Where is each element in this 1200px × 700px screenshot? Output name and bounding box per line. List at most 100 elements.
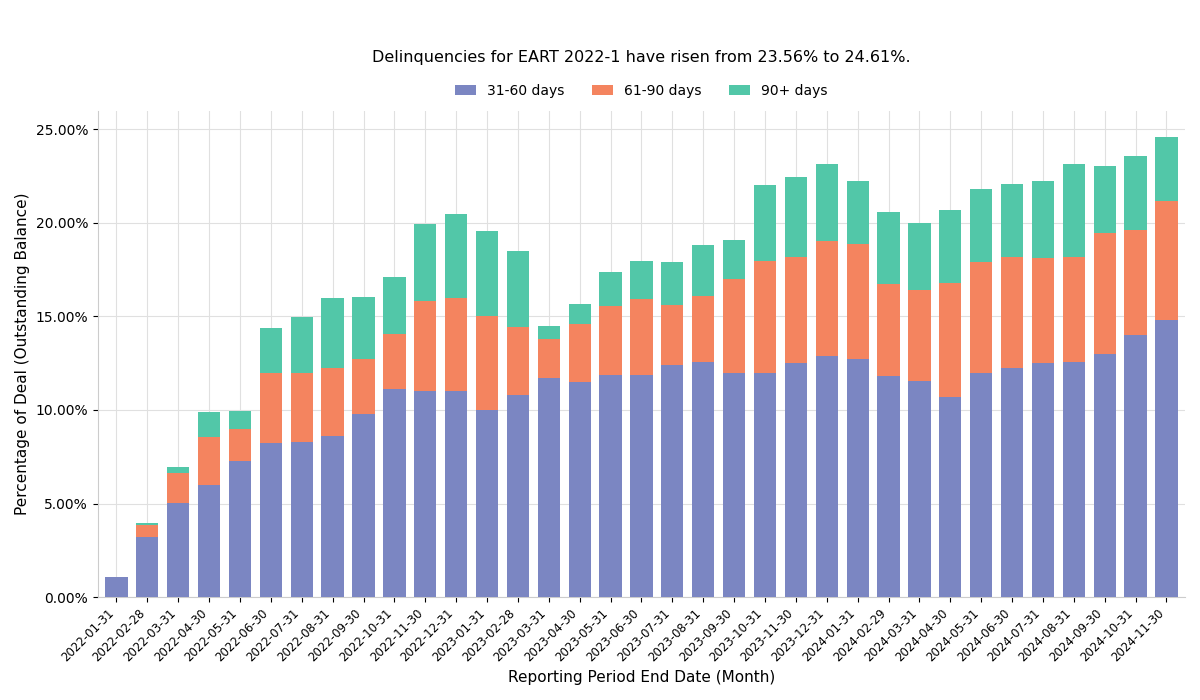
Bar (322, 298, 343, 368)
Bar (1063, 363, 1085, 597)
Title: Delinquencies for EART 2022-1 have risen from 23.56% to 24.61%.: Delinquencies for EART 2022-1 have risen… (372, 50, 911, 65)
Bar (1156, 320, 1177, 597)
Bar (538, 326, 560, 339)
Bar (754, 372, 776, 597)
Bar (229, 428, 251, 461)
Bar (229, 461, 251, 597)
Bar (877, 284, 900, 377)
Bar (908, 381, 930, 597)
Bar (940, 397, 961, 597)
Bar (661, 305, 684, 365)
Bar (630, 375, 653, 597)
Bar (259, 372, 282, 442)
Y-axis label: Percentage of Deal (Outstanding Balance): Percentage of Deal (Outstanding Balance) (14, 193, 30, 515)
Bar (414, 391, 437, 597)
Bar (569, 382, 590, 597)
Bar (506, 395, 529, 597)
Bar (198, 412, 221, 437)
Bar (167, 473, 190, 503)
Bar (661, 262, 684, 305)
Bar (970, 372, 992, 597)
Bar (600, 306, 622, 375)
Bar (1032, 258, 1054, 363)
Bar (908, 223, 930, 290)
Bar (259, 328, 282, 372)
Bar (167, 503, 190, 597)
Bar (198, 485, 221, 597)
Bar (754, 185, 776, 261)
Bar (816, 164, 838, 241)
X-axis label: Reporting Period End Date (Month): Reporting Period End Date (Month) (508, 670, 775, 685)
Bar (785, 258, 806, 363)
Bar (136, 523, 158, 525)
Bar (538, 378, 560, 597)
Bar (1156, 202, 1177, 320)
Legend: 31-60 days, 61-90 days, 90+ days: 31-60 days, 61-90 days, 90+ days (450, 78, 833, 104)
Bar (506, 251, 529, 327)
Bar (1093, 166, 1116, 233)
Bar (754, 261, 776, 372)
Bar (1156, 136, 1177, 202)
Bar (816, 356, 838, 597)
Bar (846, 244, 869, 360)
Bar (846, 360, 869, 597)
Bar (877, 211, 900, 284)
Bar (322, 436, 343, 597)
Bar (600, 272, 622, 306)
Bar (569, 324, 590, 382)
Bar (353, 297, 374, 358)
Bar (1001, 368, 1024, 597)
Bar (506, 327, 529, 395)
Bar (1124, 230, 1147, 335)
Bar (569, 304, 590, 324)
Bar (1001, 257, 1024, 368)
Bar (353, 358, 374, 414)
Bar (1032, 181, 1054, 258)
Bar (414, 224, 437, 302)
Bar (970, 262, 992, 372)
Bar (785, 363, 806, 597)
Bar (1032, 363, 1054, 597)
Bar (661, 365, 684, 597)
Bar (1063, 257, 1085, 363)
Bar (722, 279, 745, 372)
Bar (1063, 164, 1085, 257)
Bar (290, 442, 313, 597)
Bar (476, 316, 498, 410)
Bar (1124, 155, 1147, 230)
Bar (445, 391, 467, 597)
Bar (445, 214, 467, 298)
Bar (908, 290, 930, 381)
Bar (476, 410, 498, 597)
Bar (229, 411, 251, 428)
Bar (692, 245, 714, 296)
Bar (383, 389, 406, 597)
Bar (877, 377, 900, 597)
Bar (846, 181, 869, 244)
Bar (630, 299, 653, 375)
Bar (1093, 354, 1116, 597)
Bar (1001, 183, 1024, 257)
Bar (383, 334, 406, 389)
Bar (136, 525, 158, 537)
Bar (722, 372, 745, 597)
Bar (322, 368, 343, 436)
Bar (816, 241, 838, 356)
Bar (722, 239, 745, 279)
Bar (290, 374, 313, 442)
Bar (1124, 335, 1147, 597)
Bar (970, 189, 992, 262)
Bar (290, 317, 313, 374)
Bar (445, 298, 467, 391)
Bar (785, 177, 806, 258)
Bar (414, 302, 437, 391)
Bar (259, 442, 282, 597)
Bar (106, 578, 127, 597)
Bar (940, 210, 961, 283)
Bar (167, 467, 190, 473)
Bar (383, 277, 406, 334)
Bar (630, 261, 653, 299)
Bar (538, 339, 560, 378)
Bar (198, 437, 221, 485)
Bar (692, 296, 714, 363)
